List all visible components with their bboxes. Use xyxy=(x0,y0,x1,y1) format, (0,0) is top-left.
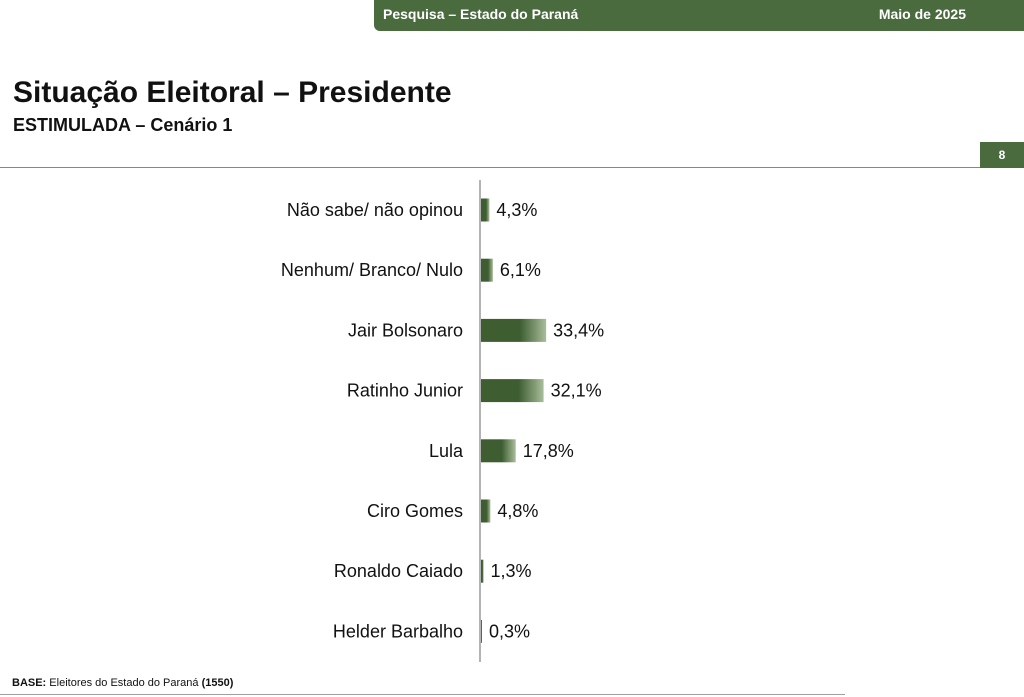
bar xyxy=(481,499,491,523)
value-label: 32,1% xyxy=(551,381,602,401)
value-label: 1,3% xyxy=(491,561,532,581)
category-label: Jair Bolsonaro xyxy=(348,320,463,340)
category-label: Não sabe/ não opinou xyxy=(287,200,463,220)
value-label: 4,3% xyxy=(496,200,537,220)
base-label: BASE: xyxy=(12,677,47,689)
bar xyxy=(481,439,516,463)
base-note: BASE: Eleitores do Estado do Paraná (155… xyxy=(12,677,233,689)
footer-divider xyxy=(0,694,845,695)
bar xyxy=(481,619,482,643)
page-title: Situação Eleitoral – Presidente xyxy=(13,76,452,109)
value-label: 17,8% xyxy=(523,441,574,461)
category-label: Nenhum/ Branco/ Nulo xyxy=(281,260,463,280)
category-label: Ratinho Junior xyxy=(347,381,463,401)
base-count: (1550) xyxy=(201,677,234,689)
bar xyxy=(481,258,493,282)
header-banner: Pesquisa – Estado do Paraná Maio de 2025 xyxy=(374,0,1024,31)
value-label: 33,4% xyxy=(553,320,604,340)
value-label: 6,1% xyxy=(500,260,541,280)
survey-label: Pesquisa – Estado do Paraná xyxy=(383,6,579,22)
header-divider xyxy=(0,167,1024,168)
bar xyxy=(481,318,547,342)
category-label: Lula xyxy=(429,441,464,461)
page-number: 8 xyxy=(980,142,1024,168)
page-subtitle: ESTIMULADA – Cenário 1 xyxy=(13,115,233,135)
value-label: 0,3% xyxy=(489,621,530,641)
bar xyxy=(481,559,484,583)
value-label: 4,8% xyxy=(497,501,538,521)
bar-chart: Não sabe/ não opinou 4,3% Nenhum/ Branco/ … xyxy=(281,180,604,662)
category-label: Ciro Gomes xyxy=(367,501,463,521)
bar xyxy=(481,379,544,403)
bar xyxy=(481,198,490,222)
category-label: Helder Barbalho xyxy=(333,621,463,641)
category-label: Ronaldo Caiado xyxy=(334,561,463,581)
base-text: Eleitores do Estado do Paraná xyxy=(49,677,199,689)
survey-date: Maio de 2025 xyxy=(878,6,966,22)
